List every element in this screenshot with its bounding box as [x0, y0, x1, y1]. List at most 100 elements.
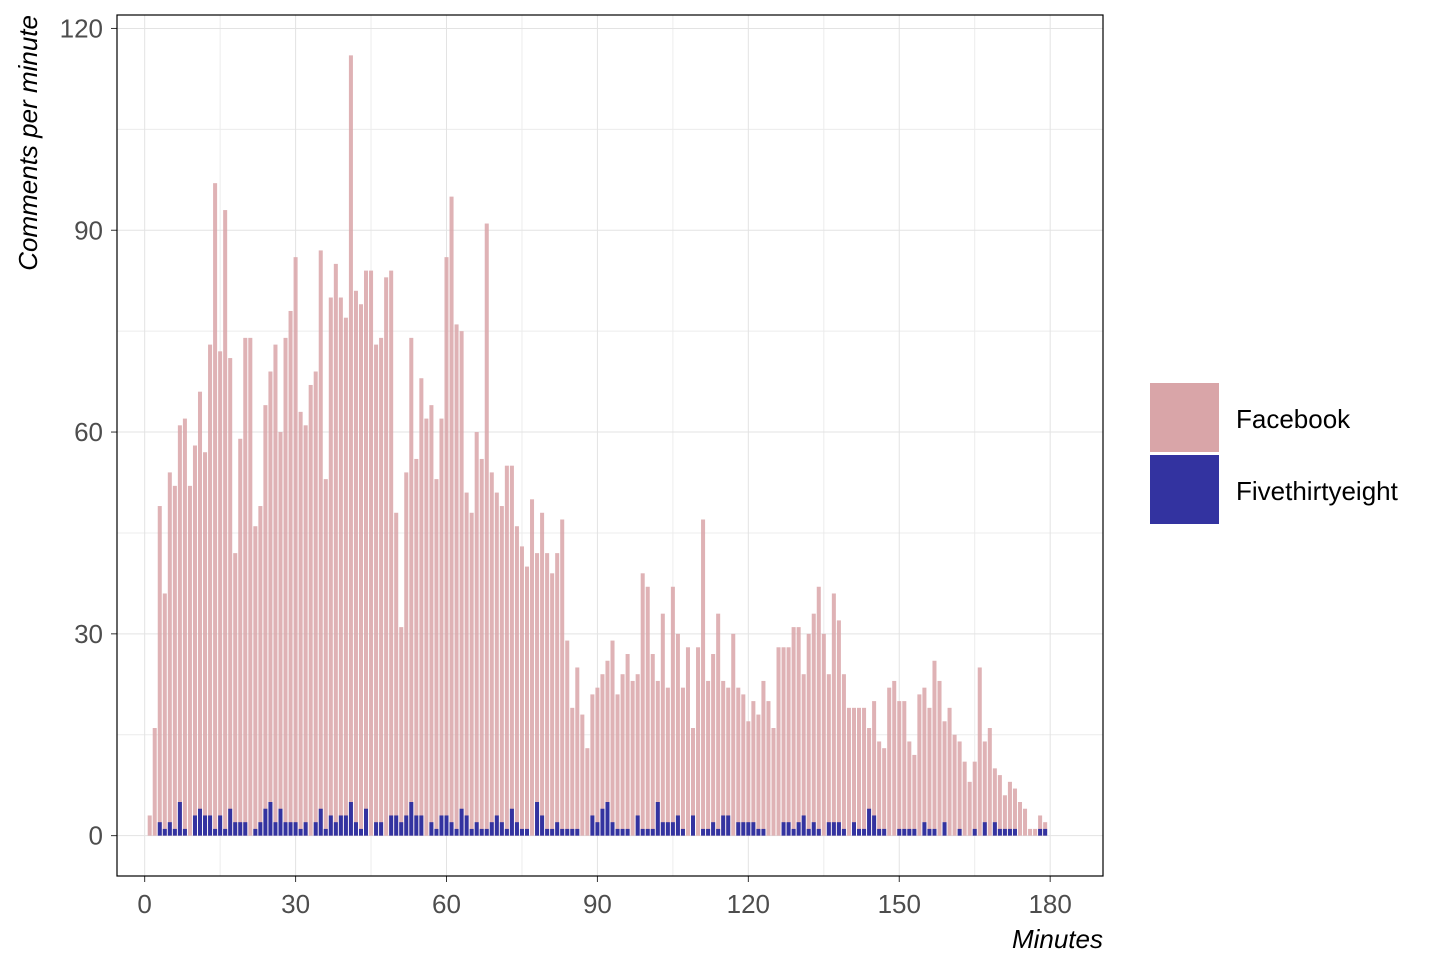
bar [424, 418, 429, 836]
bar [263, 808, 268, 836]
bar [293, 257, 298, 836]
y-tick-label: 90 [74, 215, 103, 245]
bar [650, 654, 655, 836]
bar [645, 828, 650, 836]
bar [419, 815, 424, 836]
bar [1033, 828, 1038, 836]
bar [238, 822, 243, 836]
bar [685, 647, 690, 836]
bar [600, 808, 605, 836]
bar [308, 384, 313, 836]
bar [816, 586, 821, 836]
bar [509, 465, 514, 836]
bar [152, 728, 157, 836]
bar [741, 822, 746, 836]
bar [650, 828, 655, 836]
bar [1002, 828, 1007, 836]
bar [831, 593, 836, 836]
bar [394, 512, 399, 836]
bar [409, 802, 414, 836]
bar [922, 822, 927, 836]
bar [1002, 795, 1007, 836]
bar [625, 828, 630, 836]
bar [278, 432, 283, 836]
bar [997, 828, 1002, 836]
bar [494, 815, 499, 836]
legend-key [1150, 455, 1219, 524]
bar [283, 822, 288, 836]
bar [786, 647, 791, 836]
bar [253, 828, 258, 836]
bar [409, 337, 414, 836]
bar [323, 828, 328, 836]
bar [162, 828, 167, 836]
bar [187, 485, 192, 836]
bar [313, 822, 318, 836]
bar [992, 822, 997, 836]
bar [479, 828, 484, 836]
bar [605, 660, 610, 836]
bar [997, 775, 1002, 836]
bar [379, 822, 384, 836]
bar [213, 183, 218, 836]
bar [726, 687, 731, 836]
bar [439, 815, 444, 836]
bar [414, 458, 419, 836]
bar [218, 815, 223, 836]
bar [877, 741, 882, 836]
bar [504, 828, 509, 836]
bar [972, 761, 977, 836]
bar [353, 290, 358, 836]
bar [328, 297, 333, 836]
bar [469, 828, 474, 836]
bar [384, 277, 389, 836]
bar [645, 586, 650, 836]
bar [1007, 781, 1012, 836]
bar [857, 828, 862, 836]
x-tick-label: 0 [137, 889, 151, 919]
bar [223, 828, 228, 836]
bar [434, 479, 439, 836]
bar [484, 828, 489, 836]
bar [897, 701, 902, 836]
bar [711, 654, 716, 836]
y-axis-label: Comments per minute [13, 15, 43, 271]
bar [821, 633, 826, 836]
bar [524, 828, 530, 836]
bar [610, 640, 615, 836]
bar [394, 815, 399, 836]
bar [167, 822, 172, 836]
bar [806, 633, 811, 836]
bar [1043, 828, 1048, 836]
bar [806, 828, 811, 836]
bar [333, 822, 338, 836]
bar [519, 546, 524, 836]
bar [268, 802, 273, 836]
bar [268, 371, 273, 836]
bar [620, 828, 625, 836]
bar [364, 270, 369, 836]
legend-label: Fivethirtyeight [1236, 476, 1399, 506]
plot-border [116, 14, 1104, 877]
bar [192, 445, 197, 836]
bar [912, 754, 917, 836]
bar [816, 828, 821, 836]
legend-label: Facebook [1236, 404, 1351, 434]
bar [660, 822, 665, 836]
bar [434, 828, 439, 836]
bar [203, 452, 208, 836]
bar [841, 828, 846, 836]
bar [791, 627, 796, 836]
bar [353, 822, 358, 836]
bar [615, 828, 620, 836]
bar [333, 263, 338, 836]
bar [369, 270, 374, 836]
bar [238, 438, 243, 836]
bar [555, 553, 560, 836]
bar [157, 506, 162, 836]
bar [464, 815, 469, 836]
bar [1012, 788, 1017, 836]
bar [716, 828, 721, 836]
bar [711, 822, 716, 836]
bar [489, 472, 494, 836]
